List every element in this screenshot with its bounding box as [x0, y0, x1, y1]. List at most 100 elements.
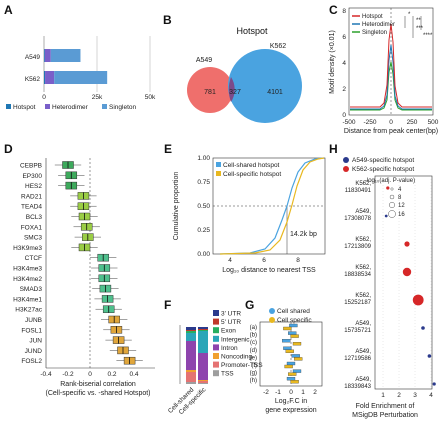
g-box-shared	[289, 323, 298, 328]
a-xtick-50k: 50k	[145, 94, 156, 101]
h-xtick-2: 2	[397, 392, 401, 399]
h-ycat-line1: A549,	[355, 349, 371, 355]
c-xtick-250: 250	[407, 119, 418, 126]
e-ytick-025: 0.25	[197, 227, 210, 234]
g-legend-dot-shared	[269, 308, 275, 314]
panel-h-dotplot: A549-specific hotspot K562-specific hots…	[343, 157, 436, 419]
g-box-shared	[282, 339, 291, 343]
d-ycat-fosl2: FOSL2	[21, 358, 42, 365]
panel-label-g: G	[245, 298, 254, 312]
g-box-specific	[292, 342, 302, 346]
h-ycat-line2: 12719586	[344, 356, 371, 362]
g-box-specific	[290, 380, 299, 384]
f-bar2-tss	[198, 383, 208, 384]
panel-label-f: F	[164, 298, 171, 312]
h-size-12: 12	[398, 203, 405, 209]
a-xtick-25k: 25k	[92, 94, 103, 101]
b-circle-a549	[187, 67, 233, 113]
g-box-specific	[285, 349, 294, 353]
g-legend-specific: Cell specific	[277, 317, 312, 324]
h-xtick-3: 3	[413, 392, 417, 399]
f-legend-swatch	[213, 361, 219, 368]
g-ycat: (b)	[250, 333, 257, 339]
e-legend-shared: Cell-shared hotspot	[223, 162, 280, 169]
g-box-shared	[288, 331, 297, 335]
a-xtick-0: 0	[42, 94, 46, 101]
h-ycat-line1: K562,	[355, 293, 371, 299]
e-legend-specific: Cell-specific hotspot	[223, 171, 281, 178]
h-xlabel-2: MSigDB Perturbation	[352, 412, 418, 419]
g-ycat: (g)	[250, 371, 257, 377]
g-box-specific	[283, 326, 292, 331]
d-ycat-h3k27ac: H3K27ac	[15, 307, 42, 314]
c-legend-singleton: Singleton	[362, 30, 387, 36]
h-ycat-line1: K562,	[355, 181, 371, 187]
h-legend-dot-a549	[343, 157, 349, 163]
c-sig-1: *	[408, 12, 411, 18]
f-bar2-exon	[198, 330, 208, 331]
panel-c-motif-density: 0 2 4 6 8 Motif density (×0.01) -500 -25…	[329, 7, 439, 135]
d-ycat-rad21: RAD21	[21, 193, 42, 200]
h-point	[404, 241, 410, 247]
d-ycat-hes2: HES2	[25, 183, 42, 190]
b-set-k562: K562	[270, 43, 286, 50]
g-ycat: (a)	[250, 325, 257, 331]
panel-a-bar-chart: A549 K562 0 25k 50k Hotspot Heterodimer …	[6, 36, 156, 111]
d-ycat-junb: JUNB	[25, 317, 42, 324]
d-ycat-h3k4me1: H3K4me1	[13, 296, 42, 303]
h-size-16: 16	[398, 212, 405, 218]
g-box-shared	[286, 377, 296, 381]
panel-label-h: H	[329, 142, 338, 156]
f-legend-swatch	[213, 353, 219, 359]
h-ycat-line2: 15735721	[344, 328, 371, 334]
g-xtick-2: 2	[313, 389, 317, 396]
h-legend-k562: K562-specific hotspot	[352, 166, 414, 173]
f-legend-label: Intergenic	[221, 336, 250, 343]
g-box-specific	[284, 364, 293, 369]
h-ycat-line2: 18838534	[344, 272, 371, 278]
panel-e-cumulative: 0.00 0.25 0.50 0.75 1.00 Cumulative prop…	[173, 155, 326, 274]
e-line-specific	[219, 157, 325, 255]
h-ycat-line2: 15252187	[344, 300, 371, 306]
h-size-4: 4	[398, 187, 402, 193]
d-xtick-0: 0	[88, 371, 92, 378]
c-xtick-neg250: -250	[363, 119, 376, 126]
f-legend-label: Promoter-TSS	[221, 362, 263, 369]
b-k562-only: 4101	[267, 89, 283, 96]
c-line-hotspot	[350, 23, 432, 108]
a-legend-heterodimer: Heterodimer	[52, 104, 89, 111]
d-ycat-fosl1: FOSL1	[21, 327, 42, 334]
d-xtick-04: 0.4	[129, 371, 138, 378]
h-point	[427, 354, 432, 358]
g-box-shared	[286, 361, 296, 366]
h-ycat-line2: 11830491	[345, 188, 372, 194]
h-point	[432, 382, 436, 386]
b-overlap	[228, 77, 235, 102]
f-bar2-utr3	[198, 327, 208, 329]
a-bar-a549-hotspot	[44, 49, 45, 62]
g-xlabel-2: gene expression	[265, 407, 316, 414]
f-legend-swatch	[213, 344, 219, 351]
e-legend-swatch-shared	[216, 162, 221, 167]
h-xtick-1: 1	[381, 392, 385, 399]
a-bar-k562-heterodimer	[45, 71, 55, 84]
c-sig-3: ***	[416, 26, 424, 32]
g-box-shared	[283, 346, 292, 350]
a-ycat-a549: A549	[25, 54, 41, 61]
g-ycat: (h)	[250, 378, 257, 384]
d-ycat-jun: JUN	[29, 338, 42, 345]
a-legend-hotspot: Hotspot	[13, 104, 36, 111]
b-title: Hotspot	[236, 26, 268, 36]
h-ycat-line2: 18339843	[344, 384, 371, 390]
b-circle-k562	[228, 49, 302, 123]
c-legend-heterodimer: Heterodimer	[362, 22, 395, 28]
g-legend-shared: Cell shared	[277, 308, 310, 315]
b-set-a549: A549	[196, 57, 212, 64]
h-size-8: 8	[398, 195, 402, 201]
f-bar1-tss	[186, 382, 196, 384]
e-xtick-4: 4	[228, 257, 232, 264]
d-ycat-h3k9me3: H3K9me3	[13, 245, 42, 252]
h-ycat-line1: A549,	[355, 377, 371, 383]
d-ycat-h3k4me2: H3K4me2	[13, 276, 42, 283]
